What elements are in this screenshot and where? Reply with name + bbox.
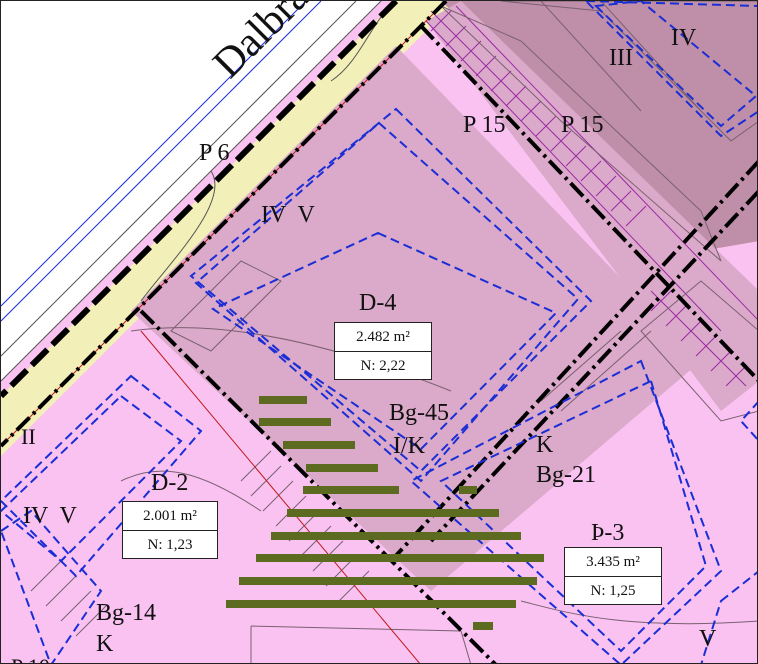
plot-d4-area: [131, 46, 701, 591]
plot-th3-info: 3.435 m² N: 1,25: [564, 547, 662, 605]
label-iv-v-left: IV V: [23, 503, 77, 529]
tree-rows: [226, 396, 544, 630]
label-p15-b: P 15: [561, 112, 604, 138]
label-iv-v-center: IV V: [261, 202, 315, 228]
plot-d4-ratio: N: 2,22: [335, 351, 431, 380]
label-k-mid: K: [536, 432, 554, 458]
plot-th3-ratio: N: 1,25: [565, 576, 661, 605]
plot-d2-info: 2.001 m² N: 1,23: [122, 501, 218, 559]
label-iv-top: IV: [671, 25, 697, 51]
hatch-pattern: [425, 5, 757, 387]
label-ii: II: [21, 424, 36, 449]
plot-th3-area: 3.435 m²: [586, 553, 640, 570]
label-ik: I/K: [393, 433, 425, 459]
label-bg21: Bg-21: [536, 462, 596, 488]
street-lines: [1, 1, 322, 322]
label-v-bottom: V: [699, 626, 717, 652]
label-bg45: Bg-45: [389, 400, 449, 426]
plot-d4-area: 2.482 m²: [356, 328, 410, 345]
label-p6: P 6: [199, 140, 230, 166]
road-edge: [1, 1, 399, 399]
label-k-left: K: [96, 631, 114, 657]
plot-th3-id: Þ-3: [591, 520, 625, 546]
plot-d4-id: D-4: [359, 290, 397, 316]
plot-d2-area: 2.001 m²: [143, 507, 197, 524]
label-iii: III: [609, 45, 633, 71]
plot-d2-ratio: N: 1,23: [123, 530, 217, 559]
plot-d2-id: D-2: [151, 470, 189, 496]
plot-d4-info: 2.482 m² N: 2,22: [334, 322, 432, 380]
label-bg14: Bg-14: [96, 600, 156, 626]
label-p10-partial: P 10: [11, 656, 50, 664]
label-p15-a: P 15: [463, 112, 506, 138]
